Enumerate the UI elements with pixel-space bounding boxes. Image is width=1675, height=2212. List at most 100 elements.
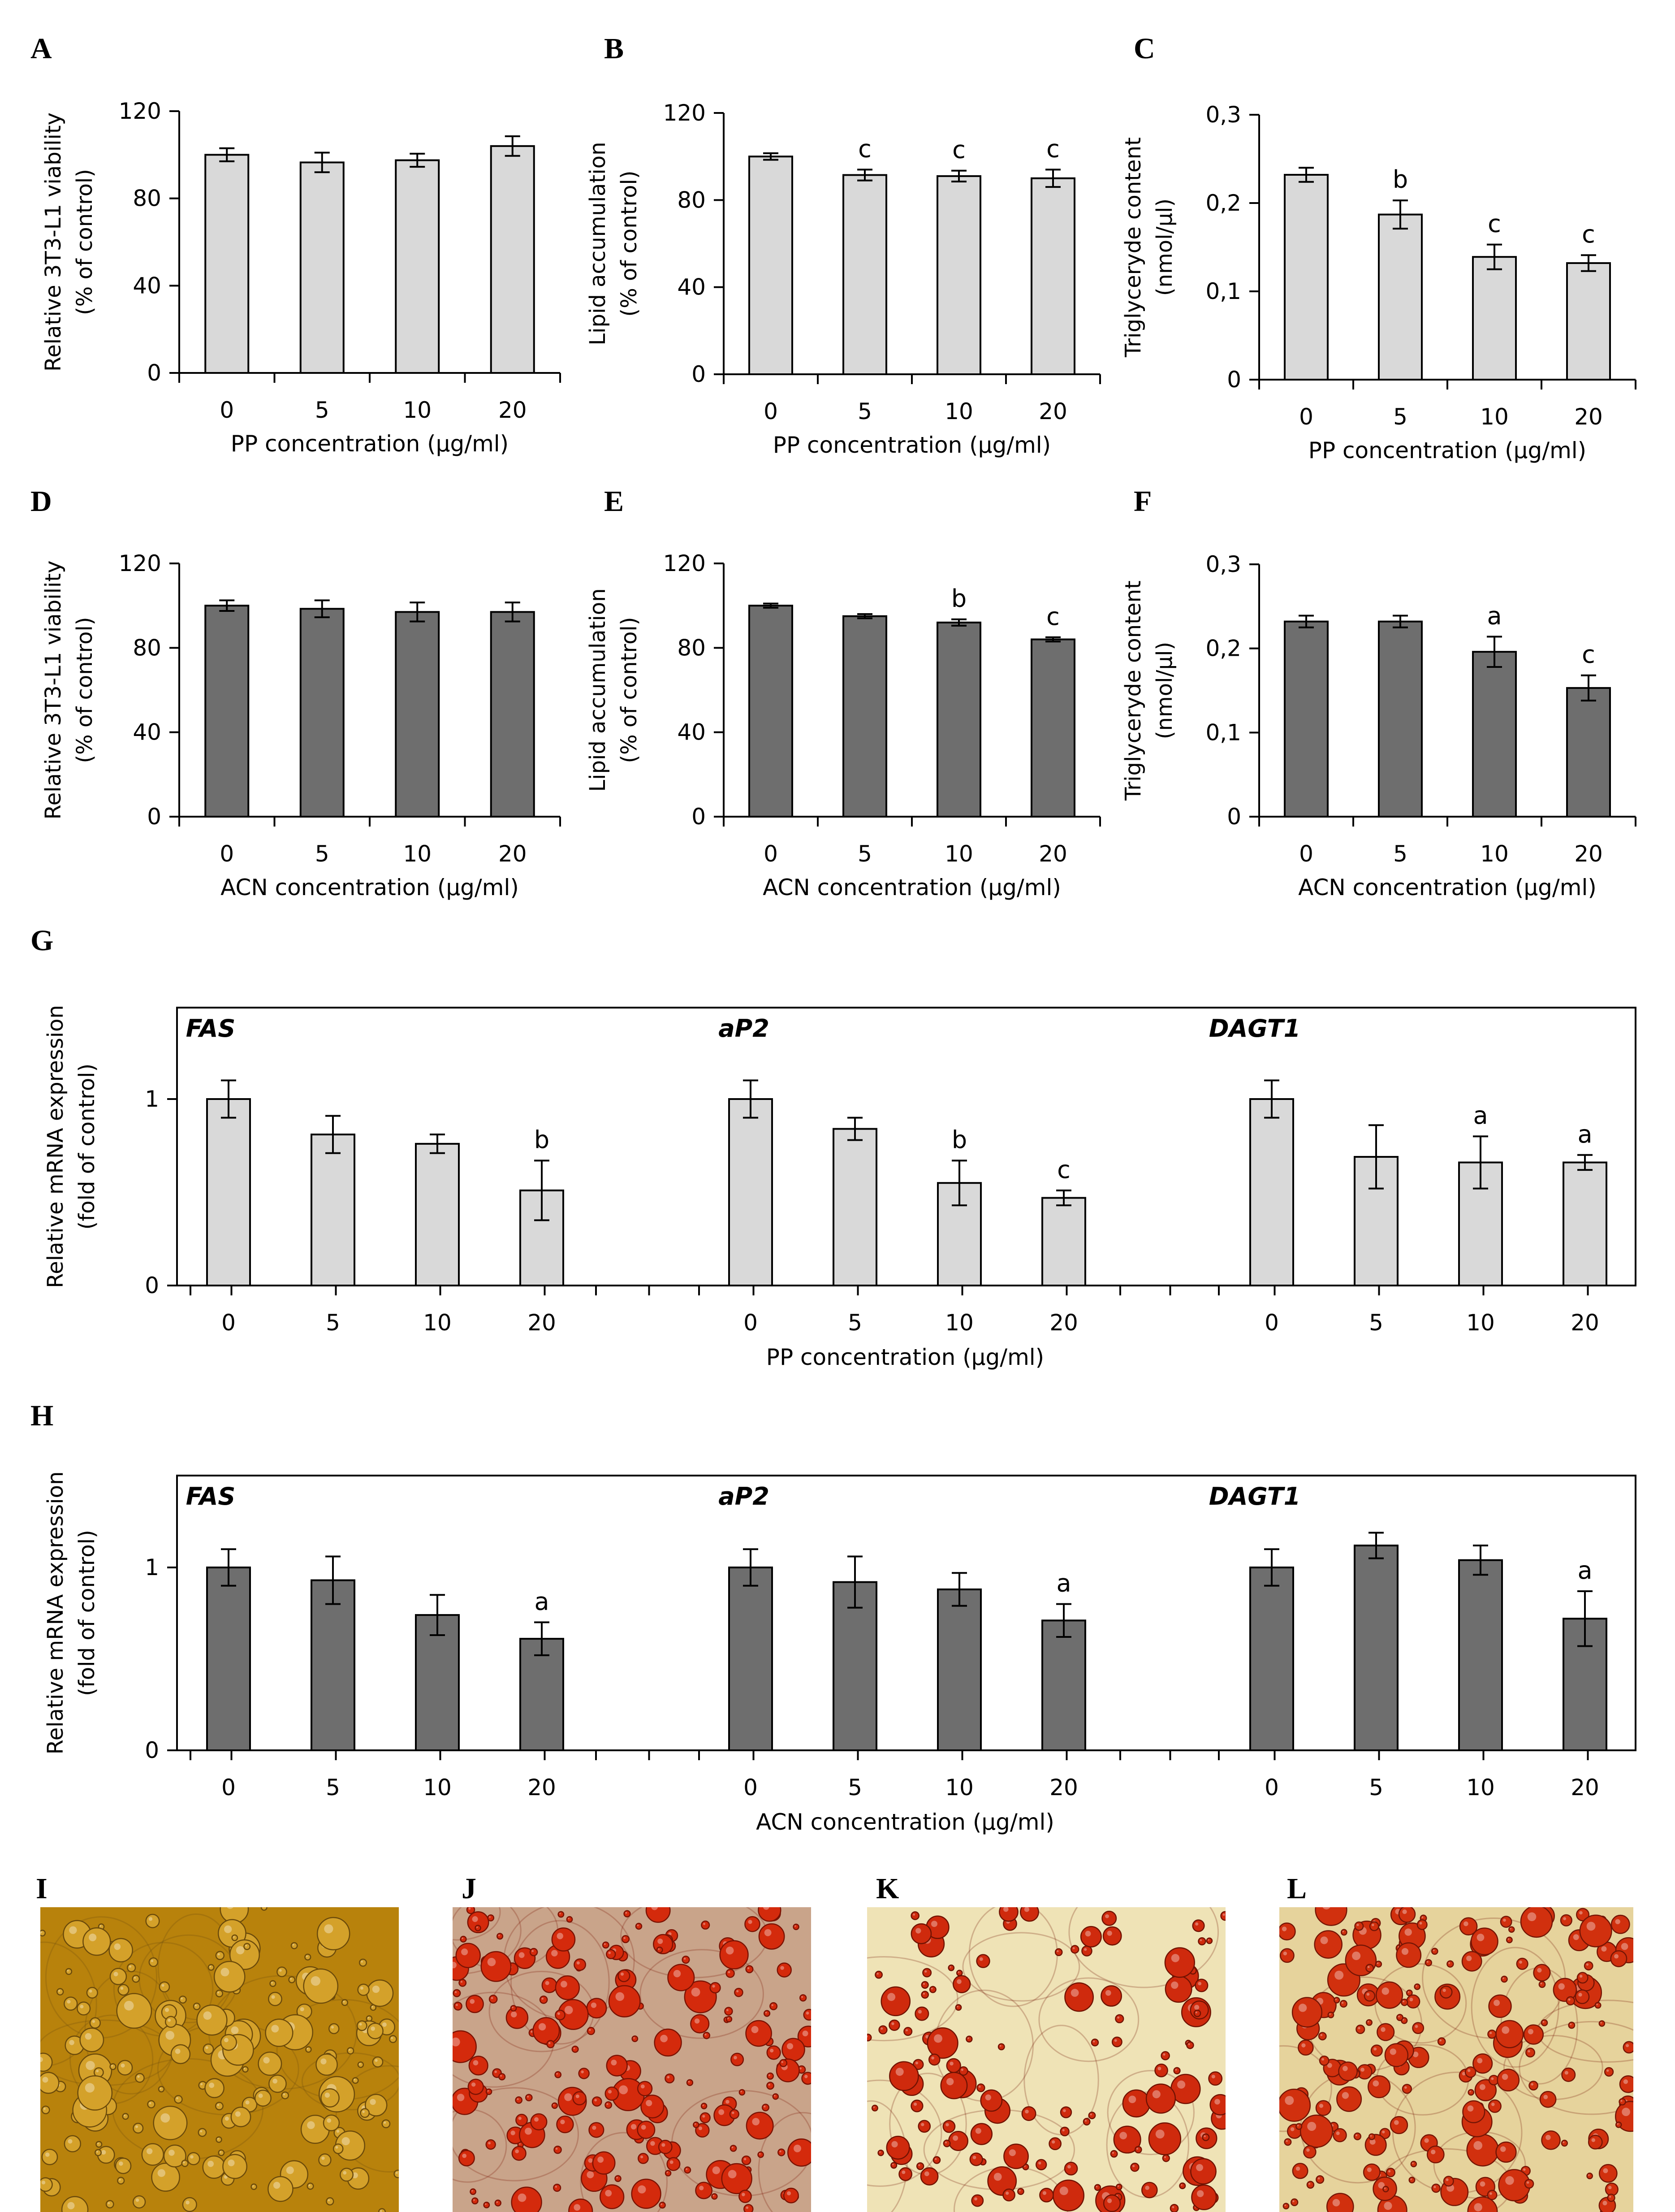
lipid-droplet	[875, 1970, 883, 1979]
y-axis-label: (% of control)	[72, 617, 97, 763]
droplet-highlight	[699, 2186, 704, 2190]
lipid-droplet	[1579, 1914, 1612, 1948]
droplet-highlight	[114, 1943, 121, 1950]
droplet-highlight	[728, 1971, 730, 1974]
lipid-droplet	[117, 1984, 130, 1996]
droplet-highlight	[1372, 1923, 1374, 1926]
lipid-droplet	[757, 2151, 764, 2158]
droplet-highlight	[335, 2146, 338, 2149]
droplet-highlight	[1473, 2141, 1483, 2150]
droplet-highlight	[487, 1958, 496, 1966]
lipid-droplet	[109, 2063, 117, 2070]
significance-letter: c	[1057, 1156, 1071, 1184]
lipid-droplet	[1520, 1907, 1553, 1938]
lipid-droplet	[1316, 2175, 1325, 2184]
lipid-droplet	[574, 1958, 586, 1971]
lipid-droplet	[132, 2195, 146, 2209]
droplet-highlight	[765, 2012, 767, 2013]
droplet-highlight	[993, 2173, 1002, 2181]
droplet-highlight	[473, 2199, 475, 2201]
x-tick-label: 10	[423, 1310, 452, 1336]
droplet-highlight	[779, 2150, 781, 2152]
droplet-highlight	[1480, 2181, 1485, 2187]
droplet-highlight	[1467, 2069, 1471, 2072]
droplet-highlight	[669, 2160, 673, 2164]
lipid-droplet	[1369, 1921, 1379, 1931]
droplet-highlight	[1367, 2021, 1369, 2023]
lipid-droplet	[1103, 2194, 1121, 2212]
lipid-droplet	[730, 2052, 744, 2066]
x-tick-label: 5	[1369, 1310, 1383, 1336]
droplet-highlight	[186, 2200, 190, 2205]
droplet-highlight	[657, 1939, 663, 1944]
lipid-droplet	[932, 2156, 941, 2164]
lipid-droplet	[378, 2208, 386, 2212]
droplet-highlight	[1188, 2043, 1190, 2045]
lipid-droplet	[1472, 2053, 1493, 2074]
lipid-droplet	[591, 2096, 602, 2107]
droplet-highlight	[1071, 1989, 1079, 1997]
droplet-highlight	[619, 2085, 628, 2095]
droplet-highlight	[1601, 1946, 1607, 1952]
droplet-highlight	[271, 1982, 273, 1984]
micrograph-oil-red-o-control: J	[453, 1872, 811, 2212]
droplet-highlight	[512, 2006, 514, 2009]
droplet-highlight	[453, 1961, 457, 1969]
lipid-droplet	[1575, 1989, 1590, 2004]
micrograph-image	[40, 1907, 399, 2212]
droplet-highlight	[328, 2199, 330, 2202]
lipid-droplet	[659, 2201, 666, 2209]
droplet-highlight	[518, 2117, 522, 2120]
x-tick-label: 5	[1369, 1775, 1383, 1801]
droplet-highlight	[371, 2026, 376, 2031]
lipid-droplet	[1282, 2203, 1290, 2210]
droplet-highlight	[168, 2018, 171, 2022]
lipid-droplet	[480, 1951, 512, 1982]
lipid-droplet	[352, 2077, 359, 2084]
droplet-highlight	[1579, 1911, 1583, 1915]
lipid-droplet	[1291, 1997, 1323, 2028]
droplet-highlight	[876, 1973, 879, 1975]
droplet-highlight	[887, 1993, 896, 2001]
lipid-droplet	[772, 2093, 779, 2100]
droplet-highlight	[1537, 1968, 1542, 1973]
lipid-droplet	[886, 2135, 910, 2160]
lipid-droplet	[1443, 2176, 1454, 2187]
lipid-droplet	[745, 1965, 754, 1974]
lipid-droplet	[1607, 2194, 1615, 2202]
bar	[204, 605, 250, 818]
droplet-highlight	[906, 2029, 908, 2031]
lipid-droplet	[95, 2149, 102, 2156]
droplet-highlight	[1327, 2063, 1332, 2068]
droplet-highlight	[931, 1921, 937, 1927]
lipid-droplet	[40, 2177, 53, 2192]
lipid-droplet	[1410, 2160, 1417, 2168]
lipid-droplet	[366, 1979, 394, 2007]
droplet-highlight	[359, 2023, 362, 2026]
lipid-droplet	[488, 1995, 498, 2004]
lipid-droplet	[220, 2034, 237, 2051]
y-tick-label: 120	[663, 550, 706, 576]
droplet-highlight	[1586, 1963, 1589, 1966]
droplet-highlight	[224, 1925, 232, 1933]
droplet-highlight	[349, 2049, 350, 2051]
droplet-highlight	[471, 2082, 476, 2087]
x-axis-label: ACN concentration (µg/ml)	[763, 874, 1061, 900]
lipid-droplet	[1412, 2022, 1425, 2035]
lipid-droplet	[980, 2089, 1003, 2112]
droplet-highlight	[931, 1987, 933, 1990]
lipid-droplet	[592, 2151, 616, 2175]
droplet-highlight	[1297, 2125, 1299, 2126]
droplet-highlight	[209, 1965, 211, 1968]
droplet-highlight	[1614, 1954, 1619, 1959]
lipid-droplet	[1538, 1981, 1546, 1988]
droplet-highlight	[135, 2125, 138, 2128]
droplet-highlight	[217, 1991, 220, 1994]
droplet-highlight	[80, 2004, 84, 2009]
lipid-droplet	[637, 2081, 653, 2096]
droplet-highlight	[488, 2142, 491, 2145]
droplet-highlight	[224, 2175, 228, 2179]
lipid-droplet	[1497, 2069, 1520, 2092]
droplet-highlight	[224, 2117, 229, 2121]
lipid-droplet	[667, 1964, 695, 1991]
